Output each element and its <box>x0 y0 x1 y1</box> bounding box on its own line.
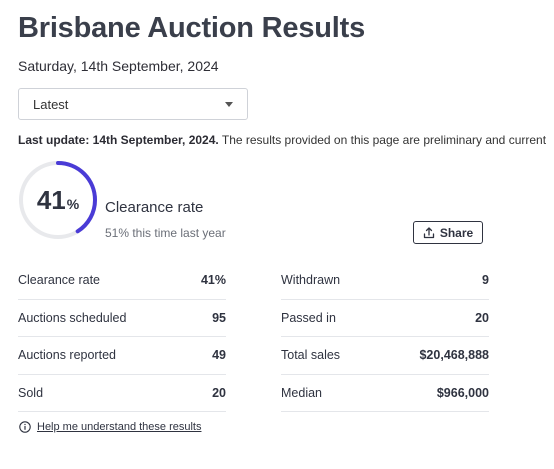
stat-label: Passed in <box>281 310 336 325</box>
stat-row: Clearance rate 41% <box>18 262 226 300</box>
stat-label: Sold <box>18 385 44 400</box>
stat-row: Total sales $20,468,888 <box>281 337 489 375</box>
gauge-progress <box>19 161 97 239</box>
stat-value: 95 <box>212 310 226 325</box>
stat-label: Auctions scheduled <box>18 310 127 325</box>
stat-label: Clearance rate <box>18 273 100 288</box>
stats-table-right: Withdrawn 9 Passed in 20 Total sales $20,46… <box>281 262 489 412</box>
results-date: Saturday, 14th September, 2024 <box>18 58 219 74</box>
stat-value: 9 <box>482 273 489 288</box>
stat-value: $966,000 <box>436 385 489 400</box>
clearance-last-year: 51% this time last year <box>105 226 226 240</box>
select-value: Latest <box>33 96 69 112</box>
stat-label: Total sales <box>281 348 341 363</box>
stat-row: Sold 20 <box>18 375 226 412</box>
share-label: Share <box>439 225 474 240</box>
stat-label: Auctions reported <box>18 348 116 363</box>
stat-value: 41% <box>200 273 226 288</box>
stats-table-left: Clearance rate 41% Auctions scheduled 95 A… <box>18 262 226 412</box>
gauge-number: 41 <box>36 184 66 215</box>
gauge-value: 41% <box>17 159 99 241</box>
stat-label: Withdrawn <box>281 273 341 288</box>
clearance-rate-label: Clearance rate <box>105 199 204 216</box>
results-period-select[interactable]: Latest <box>18 88 248 120</box>
stat-row: Median $966,000 <box>281 375 489 412</box>
share-icon <box>423 226 434 238</box>
stat-label: Median <box>281 385 322 400</box>
stat-row: Withdrawn 9 <box>281 262 489 300</box>
info-icon <box>19 421 31 433</box>
gauge-percent-sign: % <box>66 196 80 212</box>
stat-value: $20,468,888 <box>419 348 489 363</box>
update-notice: Last update: 14th September, 2024. The r… <box>18 133 554 147</box>
help-link[interactable]: Help me understand these results <box>19 421 201 433</box>
clearance-gauge <box>19 161 97 239</box>
chevron-down-icon <box>225 101 233 107</box>
stat-value: 20 <box>475 310 489 325</box>
stat-value: 20 <box>212 385 226 400</box>
help-link-label: Help me understand these results <box>37 421 202 433</box>
update-date: Last update: 14th September, 2024. <box>18 133 219 147</box>
update-text: The results provided on this page are pr… <box>218 133 547 147</box>
stat-row: Auctions scheduled 95 <box>18 300 226 337</box>
share-button[interactable]: Share <box>413 221 483 244</box>
stat-value: 49 <box>212 348 226 363</box>
stat-row: Auctions reported 49 <box>18 337 226 375</box>
stat-row: Passed in 20 <box>281 300 489 337</box>
page-title: Brisbane Auction Results <box>18 12 366 44</box>
